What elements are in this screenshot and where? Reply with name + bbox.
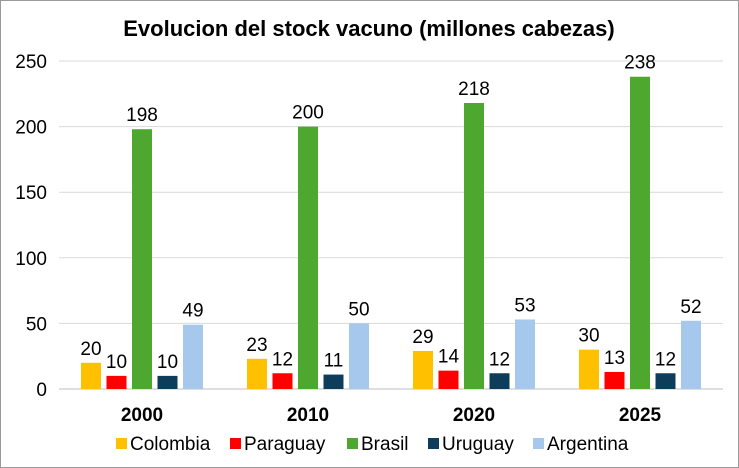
bar-paraguay-2020 (438, 370, 459, 389)
data-labels: 2010198104923122001150291421812533013238… (80, 53, 701, 373)
bar-argentina-2025 (681, 320, 701, 389)
data-label: 11 (324, 351, 344, 372)
bar-uruguay-2020 (489, 373, 510, 389)
data-label: 53 (514, 295, 535, 316)
data-label: 14 (438, 347, 460, 368)
bar-argentina-2020 (515, 319, 535, 389)
bar-colombia-2010 (247, 358, 267, 389)
bar-brasil-2000 (132, 129, 152, 389)
legend-swatch-brasil (347, 438, 358, 449)
bar-paraguay-2025 (604, 371, 625, 389)
legend-label-argentina: Argentina (547, 434, 629, 455)
x-tick-label: 2025 (619, 405, 662, 426)
data-label: 10 (157, 352, 178, 373)
legend-label-paraguay: Paraguay (244, 434, 326, 455)
y-tick-label: 0 (36, 380, 47, 401)
legend-swatch-colombia (116, 438, 127, 449)
data-label: 49 (182, 301, 203, 322)
x-tick-label: 2020 (453, 405, 495, 426)
bar-argentina-2000 (183, 324, 203, 389)
x-tick-label: 2000 (121, 405, 163, 426)
gridlines (59, 60, 723, 390)
data-label: 12 (655, 349, 676, 370)
data-label: 200 (292, 103, 324, 124)
legend-label-brasil: Brasil (361, 434, 409, 455)
data-label: 198 (126, 105, 158, 126)
data-label: 12 (489, 349, 510, 370)
data-label: 238 (624, 53, 656, 74)
data-label: 30 (578, 326, 599, 347)
bar-uruguay-2010 (323, 374, 344, 389)
data-label: 52 (680, 297, 701, 318)
bar-brasil-2025 (630, 76, 650, 389)
x-axis: 2000 2010 2020 2025 (121, 405, 662, 426)
bar-paraguay-2000 (106, 375, 127, 389)
data-label: 10 (106, 352, 127, 373)
bar-uruguay-2000 (157, 375, 178, 389)
bar-colombia-2020 (413, 350, 433, 389)
bar-brasil-2010 (298, 126, 318, 389)
bar-colombia-2025 (579, 349, 599, 389)
legend-label-colombia: Colombia (130, 434, 211, 455)
data-label: 23 (246, 335, 267, 356)
legend-swatch-paraguay (230, 438, 241, 449)
data-label: 29 (412, 327, 433, 348)
bar-argentina-2010 (349, 323, 369, 389)
x-tick-label: 2010 (287, 405, 329, 426)
bar-brasil-2020 (464, 102, 484, 389)
bars (81, 76, 701, 389)
y-tick-label: 250 (15, 52, 47, 73)
y-tick-label: 50 (26, 314, 47, 335)
data-label: 13 (604, 348, 625, 369)
legend: Colombia Paraguay Brasil Uruguay Argentina (116, 434, 629, 455)
y-axis: 0 50 100 150 200 250 (15, 52, 47, 401)
y-tick-label: 200 (15, 118, 47, 139)
data-label: 20 (80, 339, 101, 360)
bar-colombia-2000 (81, 362, 101, 389)
bar-paraguay-2010 (272, 373, 293, 389)
data-label: 12 (272, 349, 293, 370)
y-tick-label: 150 (15, 183, 47, 204)
legend-swatch-argentina (533, 438, 544, 449)
data-label: 218 (458, 79, 490, 100)
data-label: 50 (348, 299, 369, 320)
chart-title: Evolucion del stock vacuno (millones cab… (123, 16, 614, 41)
legend-label-uruguay: Uruguay (442, 434, 514, 455)
bar-uruguay-2025 (655, 373, 676, 389)
legend-swatch-uruguay (428, 438, 439, 449)
y-tick-label: 100 (15, 249, 47, 270)
